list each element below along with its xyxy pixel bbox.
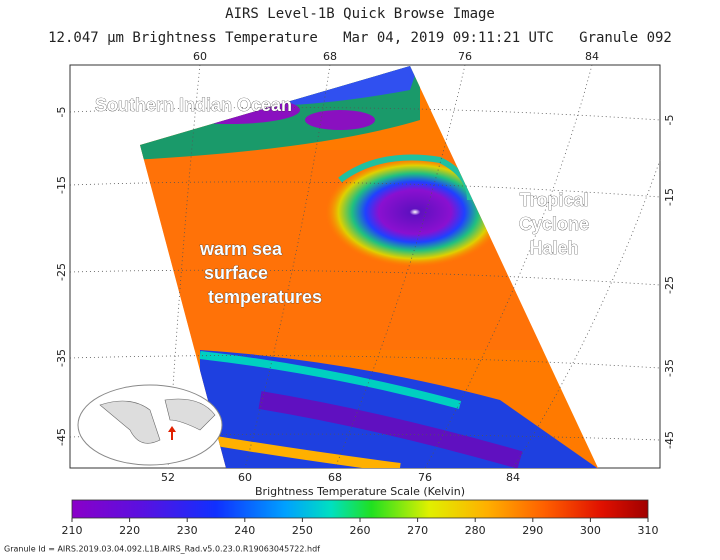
lat-label: -25: [663, 276, 676, 294]
map-annotation: surface: [204, 263, 268, 283]
lon-label: 60: [238, 471, 252, 484]
lon-label: 76: [458, 50, 472, 63]
footer: Granule Id = AIRS.2019.03.04.092.L1B.AIR…: [4, 545, 320, 554]
lon-label: 60: [193, 50, 207, 63]
map-annotation: Cyclone: [519, 214, 589, 234]
inset-globe: [77, 384, 223, 466]
lon-label: 84: [506, 471, 520, 484]
lon-label: 84: [585, 50, 599, 63]
lon-label: 52: [161, 471, 175, 484]
map-annotation: Tropical: [519, 190, 588, 210]
lon-label: 68: [323, 50, 337, 63]
lon-label: 68: [328, 471, 342, 484]
title: AIRS Level-1B Quick Browse Image: [225, 6, 495, 22]
colorbar-tick-label: 260: [350, 524, 371, 537]
lat-label: -5: [55, 107, 68, 118]
lon-label: 76: [418, 471, 432, 484]
lat-label: -25: [55, 263, 68, 281]
colorbar-tick-label: 240: [234, 524, 255, 537]
map-annotation: warm sea: [199, 239, 283, 259]
colorbar-tick-label: 220: [119, 524, 140, 537]
map-annotation: temperatures: [208, 287, 322, 307]
colorbar-tick-label: 280: [465, 524, 486, 537]
lat-label: -35: [55, 349, 68, 367]
colorbar-title: Brightness Temperature Scale (Kelvin): [255, 485, 465, 498]
colorbar-tick-label: 310: [638, 524, 659, 537]
lat-label: -35: [663, 359, 676, 377]
lat-label: -15: [55, 176, 68, 194]
lat-label: -15: [663, 188, 676, 206]
lat-label: -5: [663, 115, 676, 126]
colorbar-tick-label: 290: [522, 524, 543, 537]
colorbar-tick-label: 270: [407, 524, 428, 537]
colorbar: [71, 499, 649, 519]
colorbar-tick-label: 230: [177, 524, 198, 537]
colorbar-tick-label: 300: [580, 524, 601, 537]
map-annotation: Haleh: [529, 238, 578, 258]
lat-label: -45: [663, 431, 676, 449]
lat-label: -45: [55, 428, 68, 446]
subtitle: 12.047 μm Brightness Temperature Mar 04,…: [48, 30, 672, 46]
map-annotation: Southern Indian Ocean: [95, 95, 292, 115]
colorbar-tick-label: 210: [62, 524, 83, 537]
colorbar-tick-label: 250: [292, 524, 313, 537]
